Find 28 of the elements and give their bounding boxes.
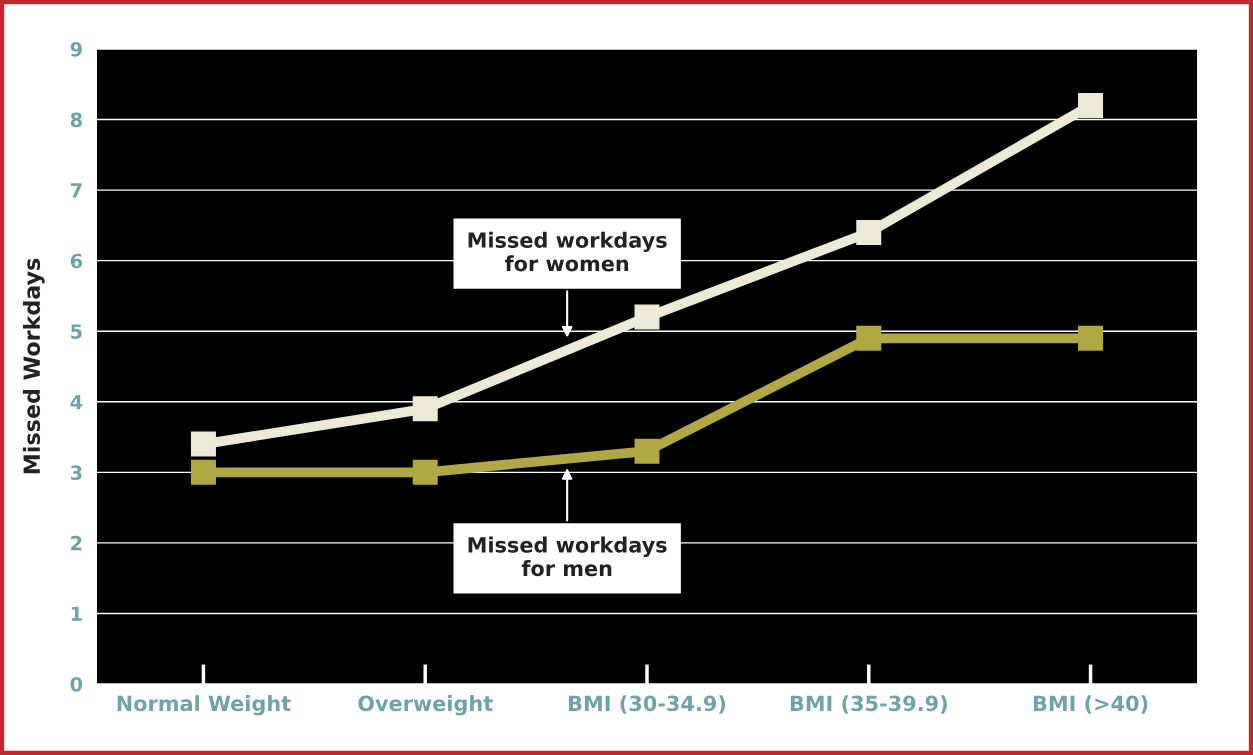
point: [1078, 92, 1104, 118]
y-tick-label: 7: [70, 183, 82, 198]
series-label: Missed workdays for women: [468, 231, 667, 272]
y-tick-label: 1: [71, 606, 82, 621]
point: [412, 396, 438, 422]
y-axis-title: Missed Workdays: [22, 258, 45, 474]
y-tick-label: 8: [70, 112, 82, 128]
point: [856, 325, 882, 351]
point: [190, 431, 216, 457]
point: [1078, 325, 1104, 351]
x-tick-label: BMI (30-34.9): [569, 695, 726, 714]
y-tick-label: 2: [71, 535, 82, 551]
y-tick-label: 9: [70, 41, 82, 57]
x-tick-label: BMI (>40): [1033, 695, 1148, 714]
y-tick-label: 4: [70, 394, 83, 410]
x-tick-label: BMI (35-39.9): [790, 695, 947, 714]
x-tick-label: Overweight: [358, 695, 493, 716]
y-tick-label: 0: [70, 676, 83, 692]
point: [856, 219, 882, 245]
point: [412, 459, 438, 485]
y-tick-label: 5: [71, 324, 82, 339]
point: [634, 304, 660, 330]
x-tick-label: Normal Weight: [117, 695, 291, 716]
y-tick-label: 6: [70, 253, 83, 269]
y-tick-label: 3: [70, 465, 82, 480]
point: [634, 438, 660, 464]
text: Missed workdays for men: [468, 536, 667, 577]
point: [190, 459, 216, 485]
